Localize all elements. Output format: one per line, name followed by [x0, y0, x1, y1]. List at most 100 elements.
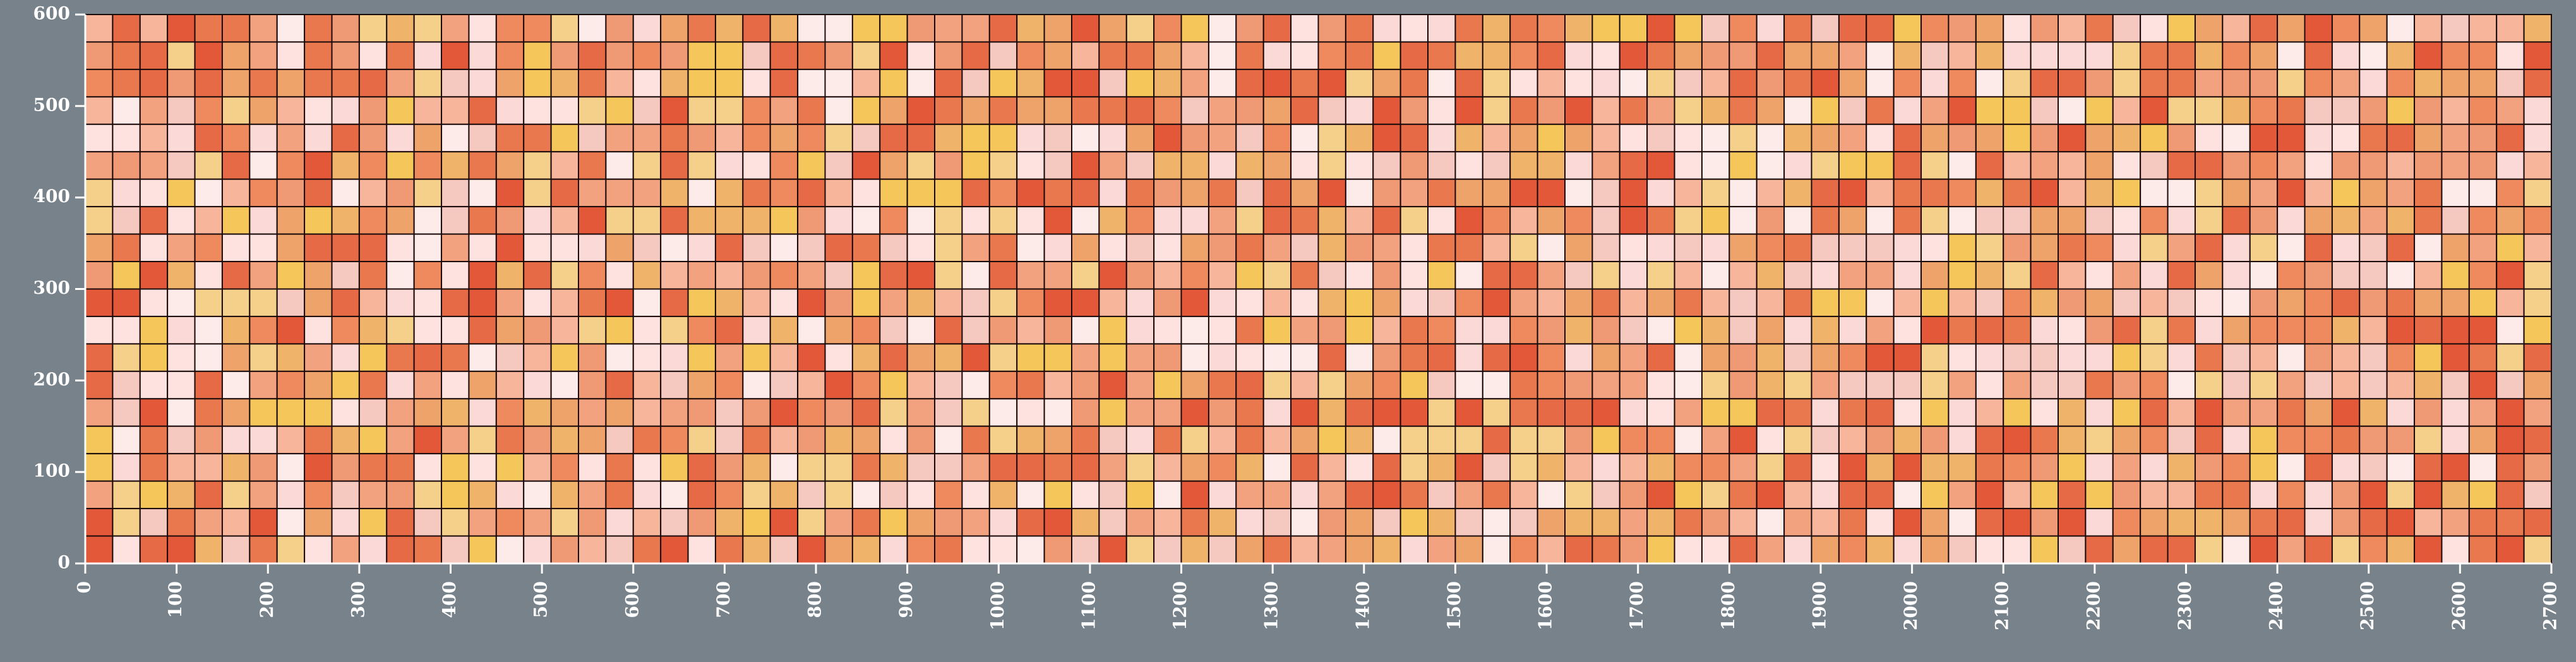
tile: [1646, 233, 1675, 263]
tile: [358, 370, 388, 400]
tile: [1235, 96, 1264, 125]
tile: [2194, 178, 2224, 208]
tile: [578, 178, 607, 208]
tile: [879, 233, 908, 263]
tile: [2468, 480, 2498, 510]
tile: [1290, 68, 1319, 98]
x-tick-label: 1400: [1352, 581, 1373, 630]
tile: [386, 370, 415, 400]
tile: [1975, 480, 2004, 510]
tile: [1646, 480, 1675, 510]
tile: [687, 233, 716, 263]
tile: [2523, 233, 2552, 263]
tile: [1674, 398, 1703, 427]
tile: [961, 68, 990, 98]
tile: [112, 343, 141, 372]
tile: [304, 206, 333, 235]
tile: [1290, 151, 1319, 180]
tile: [1948, 68, 1977, 98]
tile: [249, 343, 278, 372]
tile: [906, 41, 936, 70]
tile: [1701, 453, 1730, 482]
tile: [1399, 288, 1429, 317]
tile: [660, 480, 689, 510]
tile: [742, 398, 771, 427]
tile: [797, 14, 826, 43]
tile: [2003, 370, 2032, 400]
tile: [1701, 68, 1730, 98]
tile: [85, 206, 114, 235]
tile: [1317, 206, 1346, 235]
tile: [1975, 14, 2004, 43]
tile: [1345, 453, 1374, 482]
tile: [605, 68, 634, 98]
tile: [139, 398, 169, 427]
tile: [2112, 508, 2142, 537]
tile: [714, 96, 744, 125]
tile: [550, 480, 579, 510]
tile: [1866, 14, 1895, 43]
tile: [632, 288, 662, 317]
tile: [1783, 343, 1812, 372]
tile: [1427, 425, 1456, 455]
tile: [441, 233, 470, 263]
tile: [221, 41, 251, 70]
tile: [934, 535, 963, 564]
tile: [1043, 315, 1072, 345]
tile: [714, 41, 744, 70]
tile: [112, 288, 141, 317]
tile: [413, 398, 443, 427]
tile: [1866, 151, 1895, 180]
tile: [2194, 288, 2224, 317]
tile: [2222, 398, 2251, 427]
tile: [2058, 206, 2087, 235]
tile: [1482, 315, 1511, 345]
tile: [1756, 343, 1785, 372]
tile: [1345, 41, 1374, 70]
tile: [2167, 535, 2196, 564]
tile: [1180, 41, 1209, 70]
tile: [139, 123, 169, 153]
tile: [1838, 315, 1867, 345]
tile: [1427, 41, 1456, 70]
tile: [2222, 535, 2251, 564]
tile: [1454, 233, 1483, 263]
tile: [386, 233, 415, 263]
tile: [1564, 453, 1593, 482]
tile: [1043, 206, 1072, 235]
tile: [1619, 123, 1648, 153]
tile: [1701, 96, 1730, 125]
tile: [386, 508, 415, 537]
tile: [304, 480, 333, 510]
tile: [1838, 41, 1867, 70]
tile: [2496, 480, 2525, 510]
tile: [769, 68, 799, 98]
tile: [1591, 68, 1620, 98]
tile: [2249, 41, 2279, 70]
tile: [1345, 425, 1374, 455]
tile: [2277, 508, 2306, 537]
tile: [2249, 96, 2279, 125]
tile: [632, 315, 662, 345]
tile: [660, 535, 689, 564]
tile: [1537, 233, 1566, 263]
tile: [2194, 370, 2224, 400]
tile: [2277, 398, 2306, 427]
tile: [1345, 233, 1374, 263]
tile: [769, 41, 799, 70]
tile: [2112, 453, 2142, 482]
tile: [1071, 68, 1100, 98]
tile: [304, 14, 333, 43]
tile: [2277, 343, 2306, 372]
tile: [660, 96, 689, 125]
tile: [2112, 233, 2142, 263]
tile: [386, 261, 415, 290]
tile: [961, 233, 990, 263]
tile: [1372, 178, 1401, 208]
tile: [1811, 288, 1840, 317]
tile: [1920, 233, 1950, 263]
tile: [2386, 261, 2416, 290]
tile: [2414, 261, 2443, 290]
tile: [194, 41, 223, 70]
tile: [1207, 535, 1237, 564]
